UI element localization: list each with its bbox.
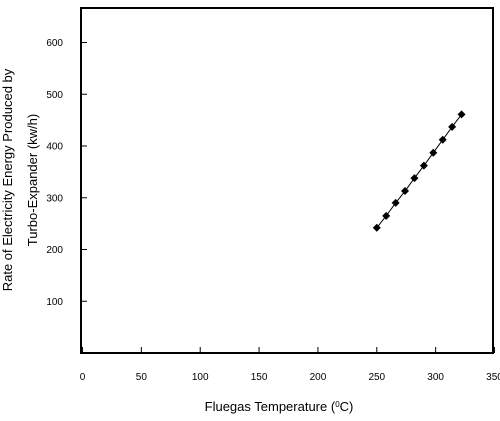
y-axis-ticks: 100 200 300 400 500 600 <box>46 38 87 308</box>
data-point <box>457 110 466 119</box>
y-tick-label: 200 <box>46 245 63 256</box>
data-point <box>410 174 419 183</box>
data-point <box>438 135 447 144</box>
x-tick-label: 200 <box>310 372 327 383</box>
x-axis-ticks: 0 50 100 150 200 250 300 350 <box>80 347 500 383</box>
y-tick-label: 500 <box>46 90 63 101</box>
series-line-group <box>376 114 462 229</box>
y-tick-label: 600 <box>46 38 63 49</box>
x-axis-title: Fluegas Temperature (0C) <box>205 399 354 414</box>
y-tick-label: 100 <box>46 297 63 308</box>
plot-frame <box>80 7 494 354</box>
x-tick-label: 150 <box>251 372 268 383</box>
data-point <box>419 161 428 170</box>
data-point <box>401 187 410 196</box>
series-line <box>376 114 462 229</box>
y-axis-title-line-2: Turbo-Expander (kw/h) <box>25 114 40 246</box>
y-axis-title-line-1: Rate of Electricity Energy Produced by <box>0 68 15 291</box>
data-point <box>429 148 438 157</box>
data-point <box>391 198 400 207</box>
x-tick-label: 0 <box>80 372 86 383</box>
data-point <box>372 223 381 232</box>
data-point <box>382 211 391 220</box>
data-point <box>448 122 457 131</box>
x-tick-label: 100 <box>192 372 209 383</box>
x-tick-label: 50 <box>136 372 148 383</box>
plot-area-border <box>80 7 494 354</box>
data-points <box>372 110 466 232</box>
y-tick-label: 400 <box>46 142 63 153</box>
x-tick-label: 350 <box>486 372 500 383</box>
y-tick-label: 300 <box>46 193 63 204</box>
x-tick-label: 250 <box>368 372 385 383</box>
x-tick-label: 300 <box>427 372 444 383</box>
